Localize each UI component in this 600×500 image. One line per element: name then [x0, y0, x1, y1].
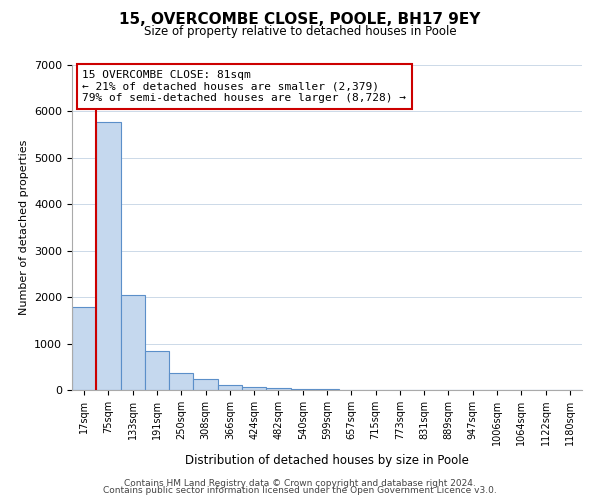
Bar: [242, 388, 266, 390]
Text: Contains HM Land Registry data © Crown copyright and database right 2024.: Contains HM Land Registry data © Crown c…: [124, 478, 476, 488]
Text: Size of property relative to detached houses in Poole: Size of property relative to detached ho…: [143, 25, 457, 38]
Bar: [266, 388, 290, 390]
Bar: [169, 373, 193, 390]
Bar: [96, 122, 121, 390]
Bar: [72, 308, 96, 390]
Text: 15 OVERCOMBE CLOSE: 81sqm
← 21% of detached houses are smaller (2,379)
79% of se: 15 OVERCOMBE CLOSE: 81sqm ← 21% of detac…: [82, 70, 406, 103]
Text: Contains public sector information licensed under the Open Government Licence v3: Contains public sector information licen…: [103, 486, 497, 495]
Bar: [193, 380, 218, 390]
Text: 15, OVERCOMBE CLOSE, POOLE, BH17 9EY: 15, OVERCOMBE CLOSE, POOLE, BH17 9EY: [119, 12, 481, 28]
Bar: [145, 352, 169, 390]
Bar: [218, 385, 242, 390]
X-axis label: Distribution of detached houses by size in Poole: Distribution of detached houses by size …: [185, 454, 469, 466]
Y-axis label: Number of detached properties: Number of detached properties: [19, 140, 29, 315]
Bar: [121, 295, 145, 390]
Bar: [290, 389, 315, 390]
